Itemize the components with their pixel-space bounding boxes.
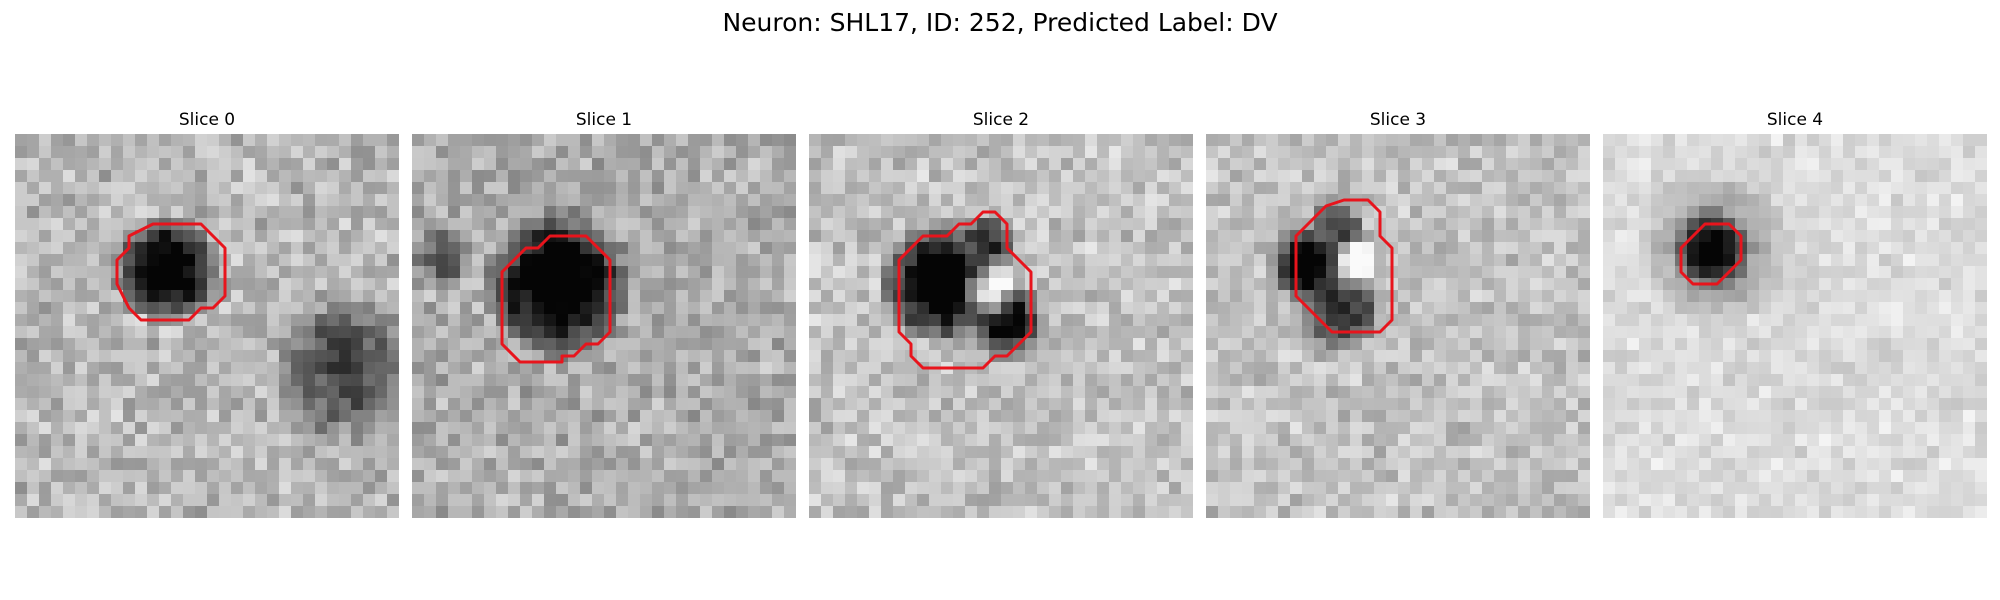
slice-0-image bbox=[15, 134, 399, 518]
slice-1-title: Slice 1 bbox=[575, 110, 633, 130]
segmentation-contour bbox=[1679, 222, 1743, 286]
segmentation-contour bbox=[500, 234, 612, 364]
segmentation-contour bbox=[897, 210, 1033, 370]
slice-1-image bbox=[412, 134, 796, 518]
slice-2-title: Slice 2 bbox=[972, 110, 1030, 130]
slice-3-title: Slice 3 bbox=[1369, 110, 1427, 130]
slice-3-image bbox=[1206, 134, 1590, 518]
slice-2-image bbox=[809, 134, 1193, 518]
slice-4-title: Slice 4 bbox=[1766, 110, 1824, 130]
slice-0-title: Slice 0 bbox=[178, 110, 236, 130]
figure-title: Neuron: SHL17, ID: 252, Predicted Label:… bbox=[722, 8, 1278, 37]
segmentation-contour bbox=[115, 222, 227, 322]
slice-4-image bbox=[1603, 134, 1987, 518]
segmentation-contour bbox=[1294, 198, 1394, 334]
